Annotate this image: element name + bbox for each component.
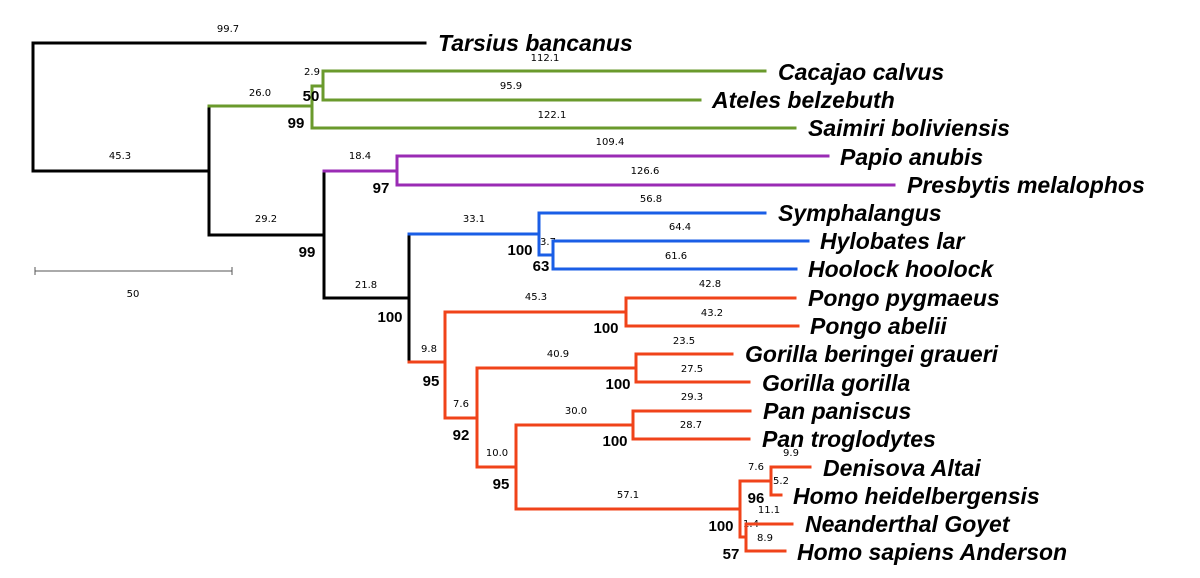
branch-length-label: 11.1	[758, 505, 780, 516]
taxon-symphalangus: Symphalangus	[778, 200, 942, 226]
branch-length-label: 26.0	[249, 88, 271, 99]
taxon-pongo-abelii: Pongo abelii	[810, 313, 947, 339]
branch-length-label: 10.0	[486, 448, 508, 459]
branch-length-label: 27.5	[681, 364, 703, 375]
branch-length-label: 9.8	[421, 344, 437, 355]
branch-length-label: 18.4	[349, 151, 371, 162]
taxon-denisova-altai: Denisova Altai	[823, 455, 981, 481]
taxon-hoolock-hoolock: Hoolock hoolock	[808, 256, 995, 282]
branch-length-label: 95.9	[500, 81, 522, 92]
branch-length-label: 23.5	[673, 336, 695, 347]
branch-length-label: 29.2	[255, 214, 277, 225]
bootstrap-hyl-hoo: 63	[533, 258, 550, 275]
bootstrap-nwm: 99	[288, 115, 305, 132]
branch-length-label: 45.3	[525, 292, 547, 303]
taxon-cacajao-calvus: Cacajao calvus	[778, 59, 944, 85]
branch-length-label: 109.4	[596, 137, 625, 148]
branch-length-label: 8.9	[757, 533, 773, 544]
bootstrap-cac-ate: 50	[303, 88, 320, 105]
bootstrap-pan: 100	[602, 433, 627, 450]
branch-length-label: 57.1	[617, 490, 639, 501]
branch-length-label: 99.7	[217, 24, 239, 35]
taxon-neanderthal-goyet: Neanderthal Goyet	[805, 511, 1011, 537]
taxon-tarsius-bancanus: Tarsius bancanus	[438, 30, 633, 56]
branch-length-label: 56.8	[640, 194, 662, 205]
bootstrap-hominidae: 95	[423, 373, 440, 390]
branch-length-label: 5.2	[773, 476, 789, 487]
bootstrap-homo: 100	[708, 518, 733, 535]
taxon-hylobates-lar: Hylobates lar	[820, 228, 965, 254]
bootstrap-den-hei: 96	[748, 490, 765, 507]
taxon-gorilla-gorilla: Gorilla gorilla	[762, 370, 910, 396]
branch-length-label: 3.7	[540, 237, 556, 248]
taxon-pan-troglodytes: Pan troglodytes	[762, 426, 936, 452]
scale-bar-label: 50	[127, 289, 140, 300]
bootstrap-hominoidea: 100	[377, 309, 402, 326]
branch-length-label: 21.8	[355, 280, 377, 291]
taxon-papio-anubis: Papio anubis	[840, 144, 983, 170]
branch-length-label: 122.1	[538, 110, 567, 121]
taxon-pan-paniscus: Pan paniscus	[763, 398, 911, 424]
branch-length-label: 64.4	[669, 222, 691, 233]
bootstrap-nea-sap: 57	[723, 546, 740, 563]
bootstrap-catarrhini: 99	[299, 244, 316, 261]
branch-length-label: 9.9	[783, 448, 799, 459]
taxon-presbytis-melalophos: Presbytis melalophos	[907, 172, 1145, 198]
taxon-homo-sapiens-anderson: Homo sapiens Anderson	[797, 539, 1067, 565]
taxon-pongo-pygmaeus: Pongo pygmaeus	[808, 285, 1000, 311]
branch-length-label: 42.8	[699, 279, 721, 290]
branch-length-label: 2.9	[304, 67, 320, 78]
branch-length-label: 28.7	[680, 420, 702, 431]
branch-length-label: 112.1	[531, 53, 560, 64]
bootstrap-pongo: 100	[593, 320, 618, 337]
bootstrap-hominini: 95	[493, 476, 510, 493]
taxon-gorilla-beringei-graueri: Gorilla beringei graueri	[745, 341, 999, 367]
branch-length-label: 29.3	[681, 392, 703, 403]
taxon-homo-heidelbergensis: Homo heidelbergensis	[793, 483, 1040, 509]
branch-length-label: 33.1	[463, 214, 485, 225]
branch-length-label: 40.9	[547, 349, 569, 360]
branch-length-label: 7.6	[748, 462, 764, 473]
branch-length-label: 30.0	[565, 406, 587, 417]
bootstrap-gorilla: 100	[605, 376, 630, 393]
bootstrap-homininae: 92	[453, 427, 470, 444]
bootstrap-gibbons: 100	[507, 242, 532, 259]
branch-length-label: 45.3	[109, 151, 131, 162]
bootstrap-owm: 97	[373, 180, 390, 197]
taxon-ateles-belzebuth: Ateles belzebuth	[711, 87, 895, 113]
branch-length-label: 61.6	[665, 251, 687, 262]
branch-length-label: 7.6	[453, 399, 469, 410]
taxon-saimiri-boliviensis: Saimiri boliviensis	[808, 115, 1010, 141]
branch-length-label: 126.6	[631, 166, 660, 177]
branch-length-label: 43.2	[701, 308, 723, 319]
